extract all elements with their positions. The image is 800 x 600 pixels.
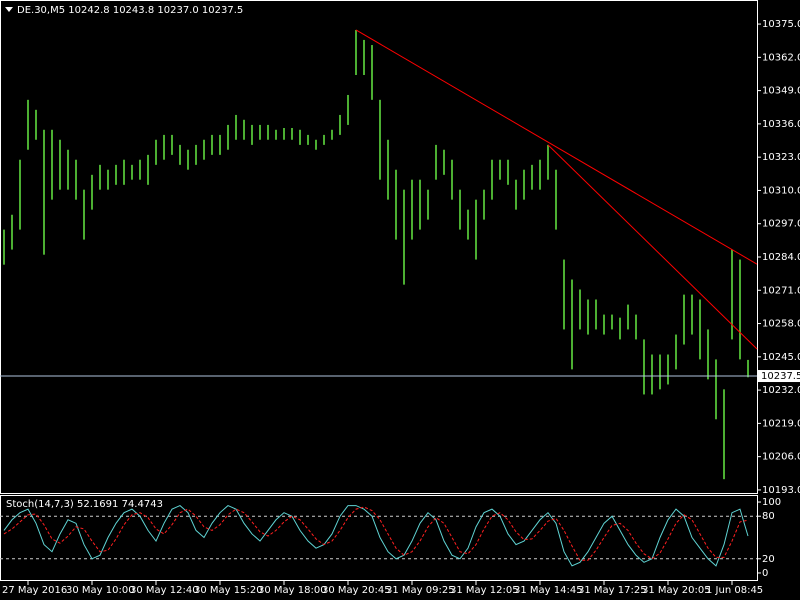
x-tick-label: 30 May 18:00 [258,585,327,596]
low: 10237.0 [157,5,198,16]
y-tick-label: 10362.0 [762,52,800,63]
price-frame [0,0,758,494]
y-tick-label: 10271.0 [762,285,800,296]
open: 10242.8 [68,5,109,16]
y-tick-label: 10232.0 [762,385,800,396]
x-tick-label: 30 May 15:20 [194,585,263,596]
x-tick-label: 31 May 14:45 [514,585,583,596]
y-tick-label: 10258.0 [762,319,800,330]
x-tick-label: 31 May 09:25 [386,585,455,596]
x-tick-label: 27 May 2016 [2,585,67,596]
x-tick-label: 30 May 10:00 [66,585,135,596]
y-tick-label: 10349.0 [762,86,800,97]
high: 10243.8 [113,5,154,16]
stoch-signal-value: 74.4743 [122,499,163,510]
y-tick-label: 10193.0 [762,485,800,496]
x-tick-label: 31 May 20:05 [642,585,711,596]
y-tick-label: 80 [762,511,775,522]
menu-triangle[interactable] [5,7,13,12]
y-tick-label: 20 [762,554,775,565]
symbol: DE.30,M5 [17,5,65,16]
x-tick-label: 31 May 17:25 [578,585,647,596]
stoch-frame [0,495,758,581]
trendline [355,29,758,265]
stoch-line [3,504,749,567]
y-tick-label: 10284.0 [762,252,800,263]
x-tick-label: 31 May 12:05 [450,585,519,596]
y-tick-label: 10297.0 [762,219,800,230]
y-tick-label: 10245.0 [762,352,800,363]
stoch-line [3,506,749,561]
bid-label: 10237.5 [761,371,800,382]
y-tick-label: 10219.0 [762,418,800,429]
y-tick-label: 10336.0 [762,119,800,130]
y-tick-label: 10206.0 [762,452,800,463]
y-tick-label: 0 [762,568,768,579]
x-tick-label: 30 May 20:45 [322,585,391,596]
stoch-main-value: 52.1691 [77,499,118,510]
x-tick-label: 30 May 12:40 [130,585,199,596]
close: 10237.5 [202,5,243,16]
y-tick-label: 10375.0 [762,19,800,30]
bid-label-box [758,370,800,383]
stoch-header: Stoch(14,7,3) 52.1691 74.4743 [6,499,163,510]
stoch-title: Stoch(14,7,3) [6,499,74,510]
price-header: DE.30,M5 10242.8 10243.8 10237.0 10237.5 [17,5,243,16]
x-tick-label: 1 Jun 08:45 [706,585,763,596]
y-tick-label: 10323.0 [762,152,800,163]
y-tick-label: 100 [762,497,781,508]
trendline [547,144,758,350]
y-tick-label: 10310.0 [762,185,800,196]
